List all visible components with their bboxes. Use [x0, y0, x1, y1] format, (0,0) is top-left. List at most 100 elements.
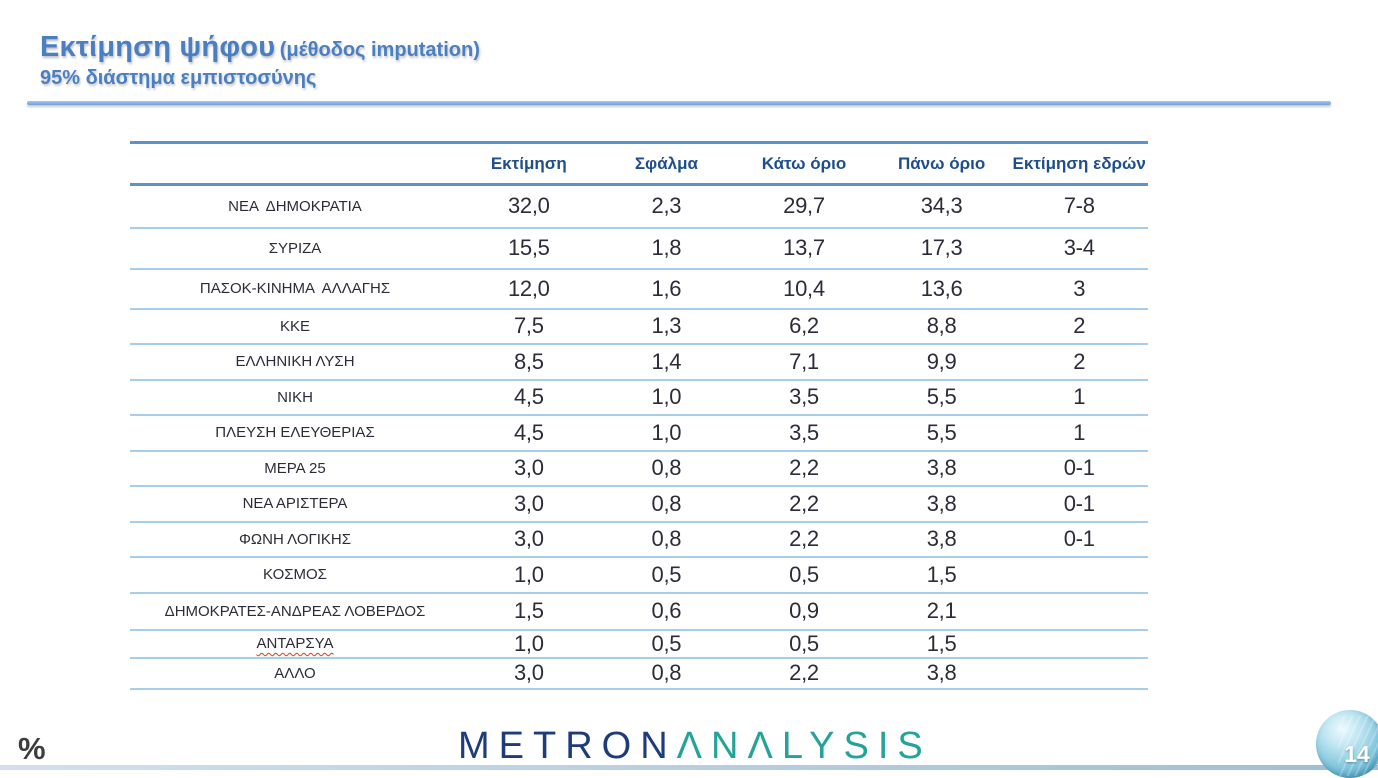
cell-value: 2	[1073, 313, 1086, 339]
value-cell: 1,5	[873, 630, 1011, 658]
cell-value: 0-1	[1063, 490, 1095, 516]
cell-value: 0,8	[651, 660, 682, 685]
cell-value: 5,5	[926, 384, 957, 410]
value-cell: 3,8	[873, 522, 1011, 558]
value-cell: 2	[1010, 309, 1148, 345]
cell-value: 3,5	[789, 384, 819, 410]
value-cell: 4,5	[460, 380, 598, 416]
page-title: Εκτίμηση ψήφου (μέθοδος imputation)	[40, 31, 480, 64]
value-cell: 1,0	[460, 630, 598, 658]
table-row: ΚΚΕ 7,5 1,3 6,2 8,8 2	[130, 309, 1148, 345]
table-row: ΦΩΝΗ ΛΟΓΙΚΗΣ 3,0 0,8 2,2 3,8 0-1	[130, 522, 1148, 558]
party-name: ΠΛΕΥΣΗ ΕΛΕΥΘΕΡΙΑΣ	[215, 424, 375, 442]
value-cell: 1,5	[873, 557, 1011, 593]
cell-value: 8,5	[513, 348, 544, 374]
page-number-badge: 14	[1316, 710, 1378, 778]
cell-value: 13,7	[783, 235, 825, 260]
value-cell: 1,5	[460, 593, 598, 630]
column-header: Εκτίμηση εδρών	[1012, 153, 1146, 173]
column-header: Κάτω όριο	[761, 153, 847, 173]
cell-value: 3-4	[1063, 235, 1095, 260]
cell-value: 1,0	[651, 419, 682, 445]
cell-value: 6,2	[789, 313, 819, 339]
percent-mark: %	[18, 731, 46, 766]
table-head: Εκτίμηση Σφάλμα Κάτω όριο Πάνω όριο Εκτίμηση…	[130, 142, 1148, 185]
value-cell	[1010, 557, 1148, 593]
value-cell: 1,0	[598, 380, 736, 416]
cell-value: 7,1	[789, 348, 819, 374]
cell-value: 0,5	[651, 561, 682, 587]
value-cell: 7-8	[1010, 185, 1148, 228]
cell-value: 3,5	[789, 419, 819, 445]
value-cell: 1	[1010, 415, 1148, 451]
table-row: ΝΕΑ ΔΗΜΟΚΡΑΤΙΑ 32,0 2,3 29,7 34,3 7-8	[130, 185, 1148, 228]
title-suffix: (μέθοδος imputation)	[279, 39, 480, 61]
value-cell: 1,0	[460, 557, 598, 593]
cell-value: 3	[1073, 275, 1086, 301]
cell-value: 2,3	[651, 193, 682, 219]
table-row: ΝΕΑ ΑΡΙΣΤΕΡΑ 3,0 0,8 2,2 3,8 0-1	[130, 486, 1148, 522]
value-cell: 0,8	[598, 522, 736, 558]
value-cell: 34,3	[873, 185, 1011, 228]
value-cell: 0,5	[598, 557, 736, 593]
cell-value: 3,0	[513, 526, 544, 552]
value-cell: 1,4	[598, 344, 736, 380]
cell-value: 1,0	[513, 561, 544, 587]
cell-value: 2,2	[789, 490, 819, 516]
value-cell: 0,6	[598, 593, 736, 630]
cell-value: 3,0	[513, 490, 544, 516]
party-name: ΑΝΤΑΡΣΥΑ	[256, 635, 334, 652]
cell-value: 7-8	[1063, 193, 1095, 219]
party-name-cell: ΚΟΣΜΟΣ	[130, 557, 460, 593]
party-name-cell: ΚΚΕ	[130, 309, 460, 345]
cell-value: 2,2	[789, 660, 819, 685]
cell-value: 2	[1073, 348, 1086, 374]
value-cell: 0-1	[1010, 451, 1148, 487]
cell-value: 3,8	[926, 526, 957, 552]
table-row: ΔΗΜΟΚΡΑΤΕΣ-ΑΝΔΡΕΑΣ ΛΟΒΕΡΔΟΣ 1,5 0,6 0,9 2,1	[130, 593, 1148, 630]
value-cell: 3-4	[1010, 228, 1148, 269]
page-number: 14	[1344, 740, 1370, 767]
party-name: ΝΙΚΗ	[277, 388, 313, 406]
cell-value: 2,2	[789, 526, 819, 552]
cell-value: 1,6	[651, 275, 682, 301]
table-row: ΜΕΡΑ 25 3,0 0,8 2,2 3,8 0-1	[130, 451, 1148, 487]
cell-value: 1,8	[651, 235, 682, 260]
value-cell: 2,2	[735, 486, 873, 522]
party-name: ΠΑΣΟΚ-ΚΙΝΗΜΑ ΑΛΛΑΓΗΣ	[199, 280, 391, 297]
party-name-cell: ΦΩΝΗ ΛΟΓΙΚΗΣ	[130, 522, 460, 558]
cell-value: 12,0	[507, 275, 550, 301]
title-divider	[27, 101, 1331, 105]
value-cell: 0-1	[1010, 486, 1148, 522]
cell-value: 0,5	[651, 630, 682, 656]
table-body: ΝΕΑ ΔΗΜΟΚΡΑΤΙΑ 32,0 2,3 29,7 34,3 7-8 ΣΥΡΙΖΑ 15…	[130, 185, 1148, 689]
value-cell: 3,0	[460, 486, 598, 522]
value-cell	[1010, 593, 1148, 630]
cell-value: 13,6	[920, 275, 963, 301]
value-cell: 8,5	[460, 344, 598, 380]
table-row: ΚΟΣΜΟΣ 1,0 0,5 0,5 1,5	[130, 557, 1148, 593]
cell-value: 2,2	[789, 455, 819, 481]
value-cell: 2,2	[735, 451, 873, 487]
party-name: ΣΥΡΙΖΑ	[268, 239, 322, 257]
cell-value: 0,5	[789, 561, 819, 587]
value-cell: 15,5	[460, 228, 598, 269]
party-name-cell: ΝΙΚΗ	[130, 380, 460, 416]
table-row: ΕΛΛΗΝΙΚΗ ΛΥΣΗ 8,5 1,4 7,1 9,9 2	[130, 344, 1148, 380]
value-cell: 3,8	[873, 486, 1011, 522]
value-cell: 1,3	[598, 309, 736, 345]
value-cell: 3,5	[735, 380, 873, 416]
value-cell: 2,2	[735, 658, 873, 689]
party-name: ΦΩΝΗ ΛΟΓΙΚΗΣ	[238, 530, 352, 548]
value-cell: 3,8	[873, 451, 1011, 487]
cell-value: 9,9	[926, 348, 957, 374]
cell-value: 7,5	[513, 313, 544, 339]
table-row: ΠΑΣΟΚ-ΚΙΝΗΜΑ ΑΛΛΑΓΗΣ 12,0 1,6 10,4 13,6 3	[130, 269, 1148, 309]
bottom-bar	[0, 765, 1378, 770]
value-cell: 3,0	[460, 522, 598, 558]
cell-value: 1,0	[651, 384, 682, 410]
slide-subtitle: 95% διάστημα εμπιστοσύνης	[40, 67, 317, 89]
table-row: ΠΛΕΥΣΗ ΕΛΕΥΘΕΡΙΑΣ 4,5 1,0 3,5 5,5 1	[130, 415, 1148, 451]
value-cell: 0,8	[598, 658, 736, 689]
table-row: ΑΝΤΑΡΣΥΑ 1,0 0,5 0,5 1,5	[130, 630, 1148, 658]
